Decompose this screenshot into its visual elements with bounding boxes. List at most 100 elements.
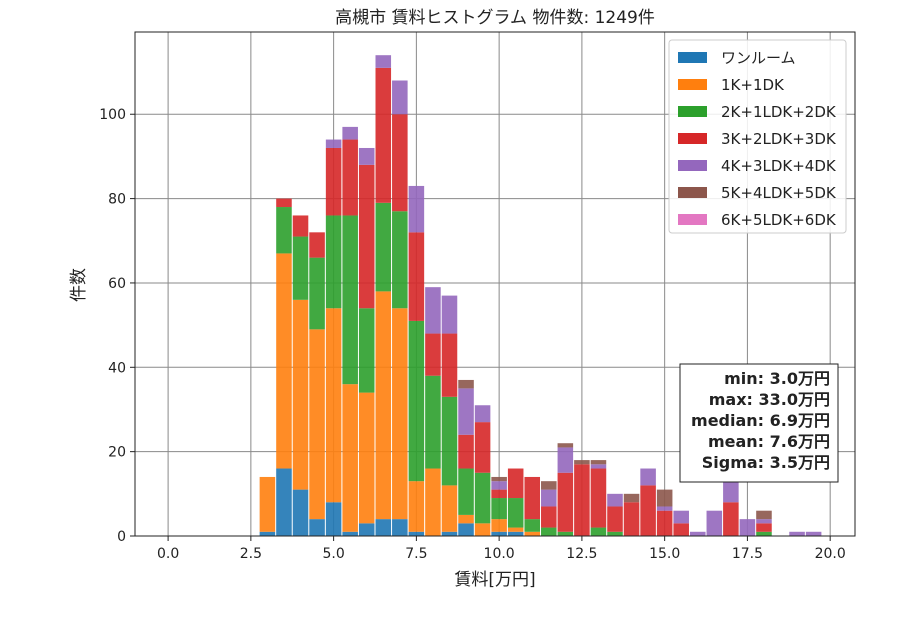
histogram-bar — [507, 498, 524, 528]
legend-label: 6K+5LDK+6DK — [721, 211, 837, 229]
histogram-bar — [541, 527, 557, 536]
histogram-bar — [325, 215, 342, 309]
legend-label: ワンルーム — [721, 49, 796, 67]
histogram-bar — [524, 531, 541, 536]
histogram-bar — [673, 523, 689, 536]
histogram-bar — [425, 287, 441, 334]
histogram-bar — [441, 333, 458, 397]
histogram-bar — [590, 464, 607, 469]
histogram-bar — [309, 329, 325, 520]
histogram-bar — [358, 308, 375, 393]
bars — [259, 55, 822, 536]
histogram-bar — [623, 493, 640, 503]
stats-line: min: 3.0万円 — [724, 369, 830, 388]
histogram-bar — [541, 481, 557, 490]
histogram-bar — [441, 295, 458, 334]
histogram-bar — [375, 202, 392, 292]
histogram-bar — [640, 468, 656, 486]
legend: ワンルーム 1K+1DK 2K+1LDK+2DK 3K+2LDK+3DK 4K+3LDK… — [668, 39, 847, 234]
y-tick-label: 60 — [108, 276, 126, 292]
histogram-bar — [541, 506, 557, 528]
legend-swatch — [678, 160, 707, 171]
x-tick-label: 15.0 — [649, 546, 680, 562]
legend-label: 2K+1LDK+2DK — [721, 103, 837, 121]
y-axis-label: 件数 — [69, 268, 89, 302]
x-tick-label: 20.0 — [815, 546, 846, 562]
legend-label: 3K+2LDK+3DK — [721, 130, 837, 148]
stats-line: mean: 7.6万円 — [708, 432, 830, 451]
histogram-bar — [689, 531, 706, 536]
histogram-bar — [325, 139, 342, 148]
stats-frame — [679, 363, 839, 483]
legend-swatch — [678, 79, 707, 90]
histogram-bar — [309, 232, 325, 258]
histogram-bar — [590, 468, 607, 528]
histogram-bar — [441, 485, 458, 532]
histogram-bar — [491, 481, 507, 490]
histogram-bar — [425, 375, 441, 469]
histogram-bar — [723, 502, 739, 536]
histogram-bar — [342, 215, 358, 385]
histogram-bar — [656, 510, 673, 536]
y-tick-label: 100 — [99, 107, 126, 123]
histogram-bar — [309, 257, 325, 330]
legend-label: 5K+4LDK+5DK — [721, 184, 837, 202]
x-tick-label: 0.0 — [157, 546, 179, 562]
histogram-bar — [507, 527, 524, 532]
histogram-bar — [607, 506, 623, 532]
histogram-bar — [292, 215, 309, 237]
histogram-bar — [507, 531, 524, 536]
histogram-bar — [292, 299, 309, 490]
histogram-bar — [557, 443, 574, 448]
histogram-bar — [474, 405, 491, 423]
histogram-bar — [458, 388, 474, 435]
histogram-bar — [574, 464, 590, 536]
histogram-bar — [358, 392, 375, 524]
histogram-bar — [276, 253, 292, 469]
stats-line: median: 6.9万円 — [691, 411, 830, 430]
legend-swatch — [678, 187, 707, 198]
x-tick-label: 7.5 — [405, 546, 427, 562]
histogram-bar — [458, 523, 474, 536]
histogram-bar — [524, 476, 541, 520]
histogram-bar — [392, 114, 408, 212]
histogram-bar — [375, 67, 392, 203]
histogram-bar — [425, 333, 441, 376]
histogram-bar — [458, 514, 474, 524]
legend-swatch — [678, 214, 707, 225]
histogram-bar — [408, 232, 425, 321]
histogram-bar — [491, 489, 507, 499]
histogram-bar — [276, 198, 292, 208]
histogram-bar — [408, 481, 425, 532]
y-tick-label: 80 — [108, 192, 126, 208]
histogram-bar — [656, 489, 673, 507]
x-axis-label: 賃料[万円] — [454, 570, 535, 590]
x-tick-label: 10.0 — [484, 546, 515, 562]
histogram-bar — [292, 489, 309, 536]
histogram-bar — [491, 498, 507, 520]
histogram-bar — [541, 489, 557, 507]
histogram-bar — [276, 207, 292, 254]
histogram-bar — [656, 506, 673, 511]
histogram-bar — [474, 523, 491, 536]
histogram-bar — [358, 523, 375, 536]
histogram-bar — [342, 139, 358, 216]
histogram-bar — [789, 531, 805, 536]
histogram-bar — [309, 519, 325, 536]
histogram-bar — [408, 531, 425, 536]
histogram-bar — [408, 185, 425, 233]
y-tick-label: 40 — [108, 360, 126, 376]
histogram-bar — [392, 519, 408, 536]
legend-swatch — [678, 52, 707, 63]
legend-label: 4K+3LDK+4DK — [721, 157, 837, 175]
legend-label: 1K+1DK — [721, 76, 785, 94]
x-tick-label: 2.5 — [240, 546, 262, 562]
legend-frame — [668, 39, 847, 234]
histogram-bar — [756, 510, 772, 520]
histogram-bar — [425, 468, 441, 536]
histogram-bar — [358, 164, 375, 309]
stats-box: min: 3.0万円 max: 33.0万円 median: 6.9万円 mean: … — [679, 363, 839, 483]
x-tick-label: 12.5 — [566, 546, 597, 562]
histogram-bar — [474, 472, 491, 524]
